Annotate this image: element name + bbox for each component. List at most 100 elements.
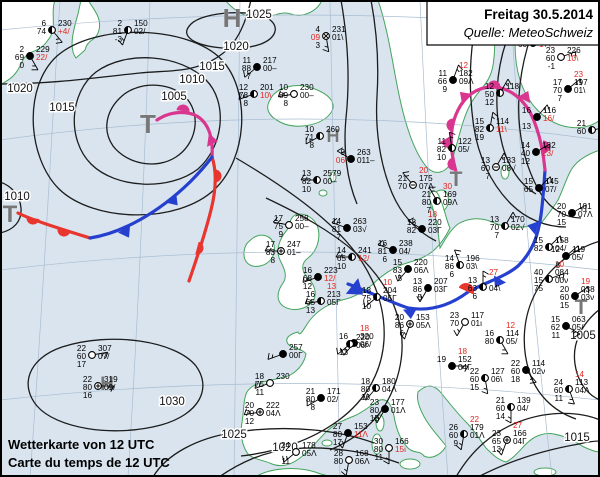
station-value-ml: 70 — [553, 86, 563, 95]
station-value-tl: 14 — [332, 217, 342, 226]
station-value-tr: 084 — [555, 268, 569, 277]
station-value-tr: 231 — [332, 25, 346, 34]
isobar-label: 1010 — [4, 191, 30, 203]
map-source: Quelle: MeteoSchweiz — [464, 25, 594, 40]
station-value-tl: 19 — [437, 355, 447, 364]
station-value-mr: 06/ — [360, 340, 372, 349]
station-value-mr: 011– — [357, 156, 375, 165]
station-value-mr: 04Λ — [266, 409, 281, 418]
station-value-tl: 10 — [305, 125, 315, 134]
station-value-ml: 80 — [485, 337, 495, 346]
station-value-bl: 10 — [302, 185, 312, 194]
station-value-tr: 133 — [502, 156, 516, 165]
station-value-bl: 10 — [437, 153, 447, 162]
station-value-tl: 21 — [306, 387, 316, 396]
station-value-bl: 7 — [336, 233, 341, 242]
station-value-tr: 145 — [545, 177, 559, 186]
pressure-center-t: T — [140, 109, 156, 139]
station-value-tl: 20 — [557, 202, 567, 211]
station-value-tl: 16 — [378, 239, 388, 248]
station-value-tr: 177 — [391, 398, 405, 407]
station-value-tl: 17 — [553, 78, 563, 87]
station-value-mr: 00– — [300, 91, 314, 100]
station-value-tr: 152 — [458, 355, 472, 364]
station-value-mr: 06Λ — [355, 457, 370, 466]
station-value-ml: 80 — [334, 457, 344, 466]
station-value-mr: 04Γ — [513, 437, 527, 446]
station-value-tr: 307 — [98, 344, 112, 353]
station-value-tr: 166 — [513, 429, 527, 438]
station-value-tl: 23 — [546, 46, 556, 55]
station-value-ml: 65 — [337, 254, 347, 263]
station-value-ml: 75 — [362, 294, 372, 303]
station-value-tl: 4 — [315, 25, 320, 34]
station-value-tr: 2579 — [323, 169, 342, 178]
station-value-tr: 196 — [466, 254, 480, 263]
station-value-tl: 15 — [551, 315, 561, 324]
station-value-tr: 201 — [260, 83, 274, 92]
pressure-center-h: H — [100, 374, 114, 395]
station-value-tr: 238 — [399, 239, 413, 248]
station-value-tl: 18 — [407, 218, 417, 227]
station-value-tr: 320 — [360, 332, 374, 341]
station-value-tl: 16 — [303, 266, 313, 275]
station-value-tl: 26 — [449, 423, 459, 432]
isobar-label: 1020 — [223, 41, 249, 53]
station-value-bl: 10 — [362, 302, 372, 311]
station-value-bl: 15 — [557, 218, 567, 227]
warm-front-symbols — [26, 169, 474, 295]
station-value-tl: 14 — [337, 246, 347, 255]
station-value-tl: 13 — [468, 276, 478, 285]
station-value-tl: 23 — [450, 311, 460, 320]
station-value-aa: 10 — [383, 278, 393, 287]
pressure-center-t: T — [450, 168, 463, 191]
station-value-tl: 24 — [281, 441, 291, 450]
station-value-ml: 70 — [490, 223, 500, 232]
coast-orkney — [318, 189, 328, 197]
station-value-mr: 05/ — [458, 145, 470, 154]
station-value-tl: 40 — [534, 268, 544, 277]
station-value-ml: 86 — [445, 262, 455, 271]
station-value-tl: 23 — [492, 429, 502, 438]
header-box — [426, 0, 600, 46]
station-value-ml: 81 — [332, 225, 342, 234]
station-value-mr: 01ι — [471, 319, 482, 328]
station-value-mr: 05/ — [506, 337, 518, 346]
station-value-tl: 12 — [485, 82, 495, 91]
station-value-ml: 09 — [311, 33, 321, 42]
station-value-bl: 16 — [361, 393, 371, 402]
station-value-ml: 60 — [577, 127, 587, 136]
station-value-bl: 13 — [306, 306, 316, 315]
station-value-ml: 70 — [557, 210, 567, 219]
station-value-ml: 40 — [521, 149, 531, 158]
occluded-front-scandinavia — [449, 85, 547, 174]
footer-line-2: Carte du temps de 12 UTC — [8, 455, 170, 470]
station-value-ml: 80 — [370, 406, 380, 415]
station-value-tl: 6 — [41, 19, 46, 28]
station-value-tl: 11 — [439, 69, 448, 78]
station-value-mr: 05/ — [572, 323, 584, 332]
station-value-tr: 213 — [327, 290, 341, 299]
station-value-tr: 114 — [496, 117, 509, 126]
isobar-label: 1020 — [7, 83, 33, 95]
station-value-ml: 89 — [279, 91, 289, 100]
